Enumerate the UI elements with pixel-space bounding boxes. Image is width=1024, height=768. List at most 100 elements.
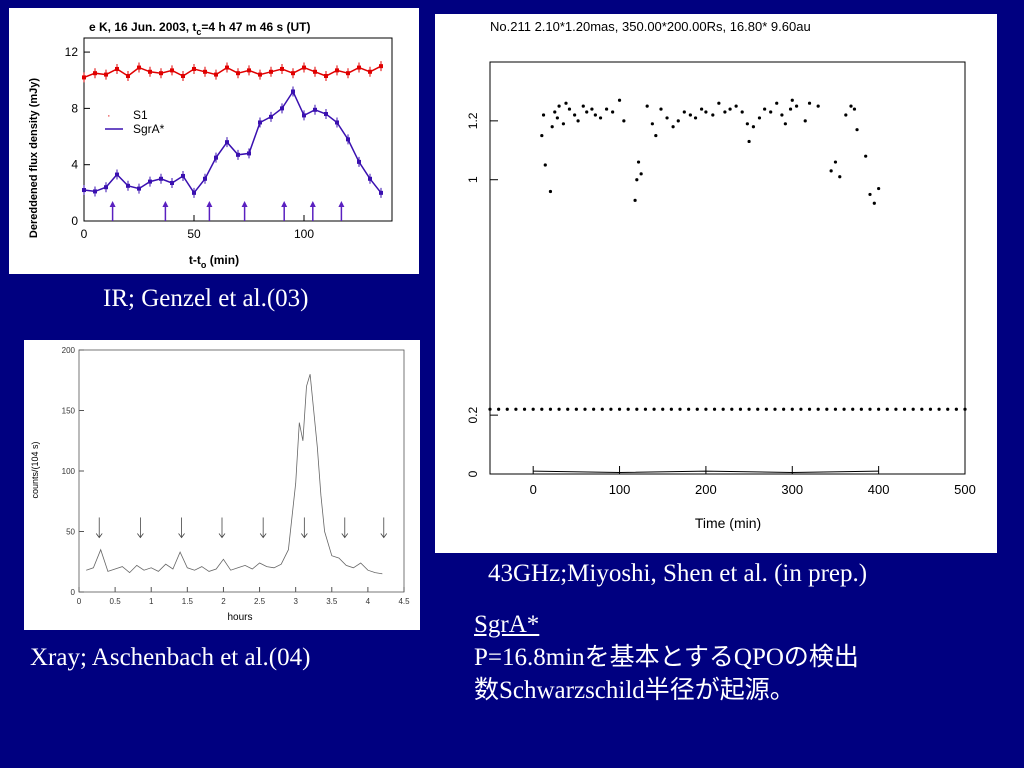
radio-point (773, 407, 777, 411)
radio-point (676, 119, 680, 123)
radio-point (514, 407, 518, 411)
radio-point (763, 107, 767, 111)
xray-xtick-label: 1 (149, 597, 154, 606)
radio-point (573, 113, 577, 117)
svg-text:·: · (107, 110, 111, 122)
radio-point (849, 104, 853, 108)
ir-xtick-label: 100 (294, 227, 314, 241)
note-title: SgrA* (474, 611, 540, 638)
radio-point (833, 160, 838, 164)
radio-point (775, 101, 779, 105)
ir-marker-head (206, 201, 213, 207)
radio-point (699, 107, 704, 111)
radio-point (635, 407, 639, 411)
radio-chart: No.211 2.10*1.20mas, 350.00*200.00Rs, 16… (466, 19, 976, 531)
radio-point (838, 175, 842, 179)
ir-marker-head (309, 201, 316, 207)
radio-point (695, 407, 699, 411)
radio-point (581, 104, 585, 108)
xray-chart: counts/(104 s) hours 0 0.5 1 1.5 2 2.5 3 3.5 4 4.… (30, 346, 410, 623)
ir-legend: · S1 SgrA* (105, 108, 165, 136)
ir-ytick-label: 0 (71, 214, 78, 228)
radio-point (682, 110, 686, 114)
radio-point (652, 407, 656, 411)
xray-ytick-label: 50 (66, 528, 75, 537)
radio-point (920, 407, 924, 411)
xray-ytick-label: 100 (62, 467, 76, 476)
radio-point (730, 407, 734, 411)
radio-plot-frame (489, 61, 966, 475)
radio-point (540, 133, 544, 138)
radio-point (543, 163, 547, 167)
radio-point (678, 407, 682, 411)
radio-point (780, 113, 784, 117)
radio-point (661, 407, 665, 411)
radio-point (877, 407, 881, 411)
radio-point (842, 407, 846, 411)
ir-marker-head (281, 201, 288, 207)
ir-chart-panel: e K, 16 Jun. 2003, tc=4 h 47 m 46 s (UT)… (9, 8, 419, 274)
note-line-2: P=16.8minを基本とするQPOの検出 (474, 644, 859, 671)
radio-point (799, 407, 803, 411)
ir-ytick-label: 4 (71, 158, 78, 172)
ir-series-line (83, 65, 382, 79)
radio-point (650, 122, 654, 126)
radio-point (803, 119, 807, 123)
radio-point (868, 407, 872, 411)
radio-point (833, 407, 838, 411)
radio-point (576, 119, 580, 123)
radio-point (617, 98, 622, 102)
radio-point (561, 122, 566, 126)
radio-point (611, 110, 615, 114)
radio-point (790, 98, 794, 102)
radio-xtick-label: 300 (781, 482, 803, 497)
ir-ytick-label: 8 (71, 101, 78, 115)
radio-caption: 43GHz;Miyoshi, Shen et al. (in prep.) (488, 560, 868, 587)
radio-point (574, 407, 578, 411)
ir-xtick-label: 50 (187, 227, 201, 241)
radio-point (946, 407, 950, 411)
ir-point (379, 64, 383, 69)
xray-xtick-label: 2.5 (254, 597, 266, 606)
xray-xtick-label: 0 (77, 597, 82, 606)
radio-point (522, 407, 527, 411)
radio-xtick-label: 500 (954, 482, 976, 497)
radio-point (794, 104, 799, 108)
radio-point (788, 107, 793, 111)
radio-point (851, 407, 855, 411)
ir-point (82, 75, 86, 80)
radio-point (626, 407, 630, 411)
radio-point (541, 113, 546, 117)
ir-marker-head (241, 201, 248, 207)
radio-point (928, 407, 933, 411)
radio-point (747, 407, 751, 411)
radio-chart-panel: No.211 2.10*1.20mas, 350.00*200.00Rs, 16… (435, 14, 997, 553)
radio-point (711, 113, 715, 117)
radio-point (564, 101, 568, 105)
radio-point (617, 407, 622, 411)
ir-marker-head (162, 201, 169, 207)
radio-point (622, 119, 626, 123)
radio-point (807, 101, 812, 105)
radio-point (902, 407, 907, 411)
radio-point (877, 186, 881, 191)
radio-point (963, 407, 967, 411)
radio-point (567, 107, 572, 111)
radio-point (721, 407, 725, 411)
radio-point (756, 407, 760, 411)
xray-xtick-label: 4.5 (398, 597, 410, 606)
radio-xtick-label: 400 (868, 482, 890, 497)
radio-point (550, 125, 554, 129)
radio-point (911, 407, 915, 411)
radio-point (829, 169, 833, 173)
xray-marker-head (301, 533, 308, 539)
ir-plot-frame (83, 37, 393, 222)
xray-xtick-label: 0.5 (110, 597, 122, 606)
ir-marker-head (338, 201, 345, 207)
xray-xtick-label: 4 (366, 597, 371, 606)
radio-point (859, 407, 863, 411)
xray-marker-head (380, 533, 388, 539)
xray-ylabel: counts/(104 s) (30, 441, 40, 498)
radio-point (738, 407, 743, 411)
ir-chart: e K, 16 Jun. 2003, tc=4 h 47 m 46 s (UT)… (28, 20, 393, 270)
